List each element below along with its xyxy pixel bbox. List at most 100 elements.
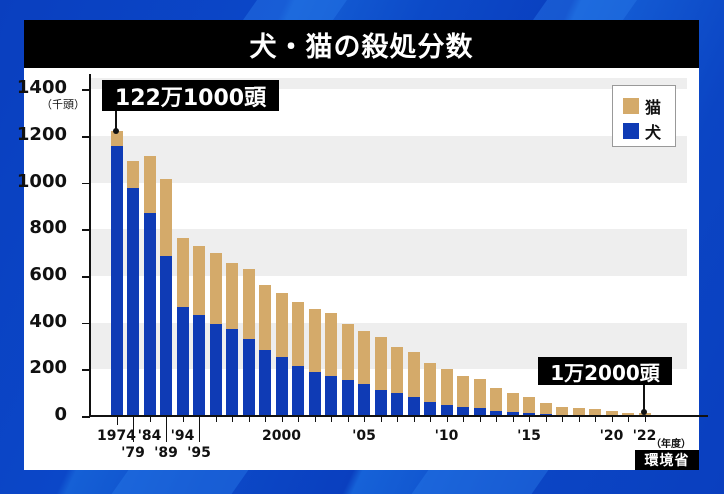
chart-title: 犬・猫の殺処分数 xyxy=(24,20,699,68)
x-tick-long xyxy=(166,417,167,442)
bar-cat-1994 xyxy=(176,237,189,307)
x-tick xyxy=(628,417,629,422)
x-tick-label: 1974 xyxy=(97,428,136,444)
bar-cat-1974 xyxy=(110,131,123,146)
bar-cat-2021 xyxy=(622,412,634,416)
background-stripe xyxy=(411,470,549,494)
bar-cat-2000 xyxy=(275,293,288,358)
bar-dog-2012 xyxy=(473,408,486,416)
x-tick xyxy=(611,417,613,422)
bar-cat-1979 xyxy=(127,160,139,189)
bar-dog-1989 xyxy=(160,255,172,416)
y-tick-label: 1400 xyxy=(16,77,67,99)
y-tick-label: 600 xyxy=(29,264,67,286)
y-tick-label: 400 xyxy=(29,310,67,332)
x-tick xyxy=(232,417,233,422)
x-tick-label: 2000 xyxy=(262,428,301,444)
y-tick-label: 1200 xyxy=(16,124,67,146)
bar-dog-2016 xyxy=(539,413,552,416)
bar-dog-2004 xyxy=(341,380,354,416)
bar-dog-1996 xyxy=(209,323,222,416)
x-tick xyxy=(595,417,596,422)
legend-item-cat: 猫 xyxy=(623,94,661,118)
bar-cat-2006 xyxy=(374,336,387,391)
x-tick xyxy=(149,417,151,422)
plot-area xyxy=(90,77,687,416)
bar-cat-2011 xyxy=(457,375,469,407)
y-tick xyxy=(82,229,90,231)
peak-annotation: 122万1000頭 xyxy=(102,80,279,111)
bar-cat-2005 xyxy=(358,331,370,385)
background-stripe xyxy=(242,0,348,20)
x-axis-line xyxy=(89,415,708,417)
grid-band xyxy=(90,77,687,90)
x-tick xyxy=(215,417,217,422)
bar-dog-1999 xyxy=(259,349,271,416)
bar-cat-2010 xyxy=(440,368,453,406)
legend-dog-label: 犬 xyxy=(645,123,662,142)
bar-dog-2011 xyxy=(457,406,469,416)
bar-cat-2019 xyxy=(589,409,601,416)
y-tick xyxy=(82,276,90,278)
x-tick xyxy=(512,417,514,422)
cat-swatch xyxy=(623,98,639,114)
x-tick xyxy=(644,417,646,422)
bar-dog-2009 xyxy=(424,401,436,416)
x-tick-label: '79 xyxy=(121,445,145,461)
peak-marker-dot xyxy=(113,128,119,134)
x-tick-label: '89 xyxy=(154,445,178,461)
source-label: 環境省 xyxy=(635,450,699,470)
bar-dog-1997 xyxy=(226,329,238,416)
x-tick xyxy=(430,417,431,422)
x-tick-long xyxy=(116,417,118,425)
bar-cat-1996 xyxy=(209,252,222,324)
x-tick xyxy=(364,417,365,422)
background-stripe xyxy=(532,0,638,20)
x-tick xyxy=(578,417,580,422)
grid-band xyxy=(90,229,687,277)
x-tick xyxy=(380,417,382,422)
bar-dog-2005 xyxy=(358,384,370,416)
bar-dog-2014 xyxy=(506,411,519,416)
x-tick-label: '95 xyxy=(187,445,211,461)
y-tick xyxy=(82,182,90,185)
y-tick xyxy=(82,416,90,418)
bar-cat-1989 xyxy=(160,179,172,256)
x-tick-label: '05 xyxy=(352,428,376,444)
bar-dog-2000 xyxy=(275,357,288,416)
background-stripe xyxy=(111,470,249,494)
x-tick xyxy=(347,417,349,422)
x-tick xyxy=(314,417,316,422)
bar-dog-1984 xyxy=(143,213,156,416)
bar-dog-1979 xyxy=(127,188,139,416)
x-tick xyxy=(182,417,184,422)
bar-cat-2015 xyxy=(523,396,535,413)
y-tick-label: 0 xyxy=(54,404,67,425)
bar-cat-2018 xyxy=(572,407,585,415)
y-tick xyxy=(82,369,90,371)
bar-cat-2003 xyxy=(325,313,337,377)
x-tick xyxy=(463,417,464,422)
x-tick-label: '15 xyxy=(517,428,541,444)
bar-cat-2017 xyxy=(556,406,568,415)
x-tick-long xyxy=(133,417,134,442)
chart-panel: 犬・猫の殺処分数 0 200 400 600 800 1000 1200 1400 （千頭） … xyxy=(17,20,708,470)
bar-dog-2008 xyxy=(407,397,420,416)
y-tick xyxy=(82,136,90,138)
x-tick-label: '20 xyxy=(599,428,624,444)
latest-annotation: 1万2000頭 xyxy=(538,357,672,385)
bar-dog-2013 xyxy=(490,410,502,416)
bar-dog-2002 xyxy=(308,371,321,416)
x-tick xyxy=(545,417,547,422)
bar-dog-2003 xyxy=(325,376,337,416)
grid-band xyxy=(90,136,687,183)
x-tick xyxy=(446,417,448,422)
y-tick-label: 200 xyxy=(29,357,67,379)
x-tick xyxy=(248,417,250,422)
bar-dog-1998 xyxy=(242,338,255,416)
x-tick xyxy=(265,417,266,422)
bar-dog-2010 xyxy=(440,405,453,416)
bar-dog-1994 xyxy=(176,306,189,416)
x-tick-label: '94 xyxy=(170,428,195,444)
legend-cat-label: 猫 xyxy=(645,98,662,117)
